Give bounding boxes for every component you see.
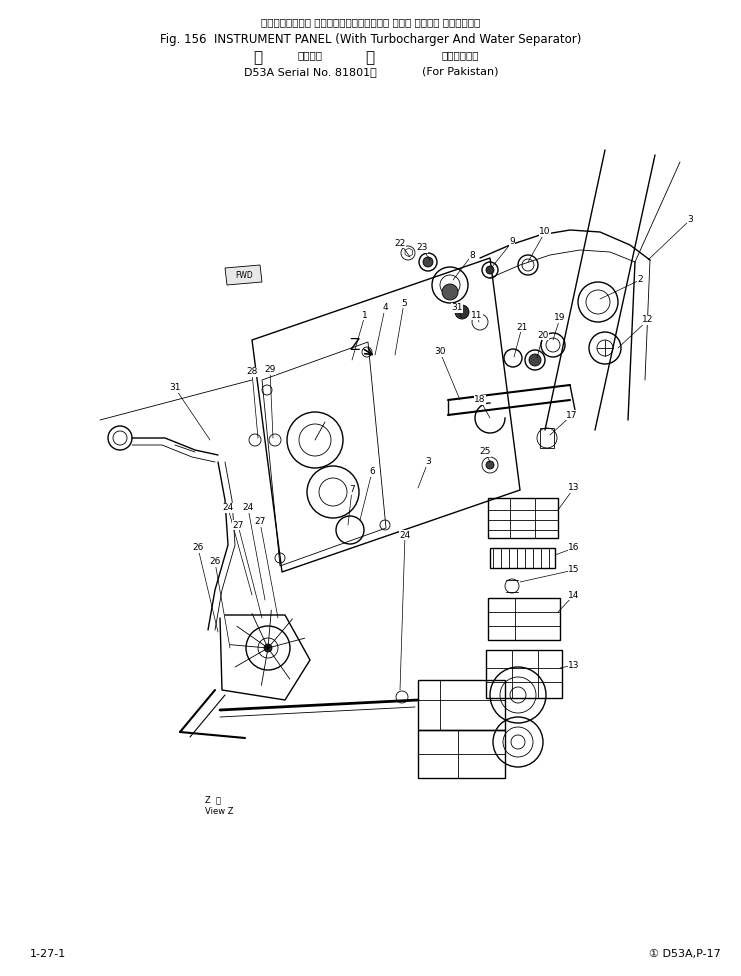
Circle shape bbox=[529, 354, 541, 366]
Text: 15: 15 bbox=[568, 565, 579, 575]
Text: 21: 21 bbox=[516, 322, 528, 332]
Text: 3: 3 bbox=[687, 216, 693, 224]
Text: 20: 20 bbox=[537, 331, 548, 340]
Text: 適用号機: 適用号機 bbox=[297, 50, 322, 60]
Text: 8: 8 bbox=[469, 251, 475, 260]
Text: 13: 13 bbox=[568, 483, 579, 493]
Text: 24: 24 bbox=[399, 531, 411, 540]
Text: 26: 26 bbox=[193, 544, 204, 552]
Circle shape bbox=[455, 305, 469, 319]
Text: パキスタン向: パキスタン向 bbox=[441, 50, 479, 60]
Circle shape bbox=[442, 284, 458, 300]
Text: 10: 10 bbox=[539, 227, 551, 236]
Text: 1-27-1: 1-27-1 bbox=[30, 949, 66, 959]
Bar bbox=[540, 428, 554, 448]
Text: D53A Serial No. 81801～: D53A Serial No. 81801～ bbox=[244, 67, 376, 77]
Text: Z: Z bbox=[350, 338, 360, 352]
Text: Z  矢: Z 矢 bbox=[205, 795, 221, 804]
Text: 29: 29 bbox=[265, 365, 276, 375]
Text: 16: 16 bbox=[568, 544, 579, 552]
Text: 11: 11 bbox=[471, 310, 482, 319]
Text: 27: 27 bbox=[233, 520, 244, 530]
Text: 19: 19 bbox=[554, 313, 565, 322]
Text: 25: 25 bbox=[479, 448, 491, 457]
Text: 24: 24 bbox=[222, 504, 233, 512]
Text: 26: 26 bbox=[209, 557, 221, 566]
Text: 1: 1 bbox=[362, 310, 368, 319]
Text: 23: 23 bbox=[416, 243, 428, 253]
Circle shape bbox=[423, 257, 433, 267]
Text: 22: 22 bbox=[394, 238, 405, 248]
Text: 3: 3 bbox=[425, 458, 431, 467]
Text: 28: 28 bbox=[246, 368, 258, 377]
Text: 30: 30 bbox=[434, 347, 446, 356]
Text: 2: 2 bbox=[637, 275, 642, 284]
Text: 12: 12 bbox=[642, 315, 654, 324]
Text: 27: 27 bbox=[254, 517, 266, 526]
Text: FWD: FWD bbox=[235, 270, 253, 279]
Text: （: （ bbox=[253, 51, 262, 65]
Circle shape bbox=[486, 461, 494, 469]
Polygon shape bbox=[225, 265, 262, 285]
Text: Fig. 156  INSTRUMENT PANEL (With Turbocharger And Water Separator): Fig. 156 INSTRUMENT PANEL (With Turbocha… bbox=[160, 33, 581, 47]
Circle shape bbox=[264, 644, 272, 652]
Text: 17: 17 bbox=[566, 411, 578, 420]
Text: 5: 5 bbox=[401, 299, 407, 307]
Text: 7: 7 bbox=[349, 485, 355, 495]
Text: ① D53A,P-17: ① D53A,P-17 bbox=[649, 949, 721, 959]
Text: 14: 14 bbox=[568, 590, 579, 599]
Text: 4: 4 bbox=[382, 304, 388, 312]
Text: 18: 18 bbox=[474, 395, 486, 404]
Text: 24: 24 bbox=[242, 504, 253, 512]
Text: インスツルメント パネル　ターボチャージャ および ウォータ セパレータ付: インスツルメント パネル ターボチャージャ および ウォータ セパレータ付 bbox=[261, 17, 480, 27]
Text: View Z: View Z bbox=[205, 807, 233, 817]
Text: (For Pakistan): (For Pakistan) bbox=[422, 67, 498, 77]
Text: ）: ） bbox=[365, 51, 374, 65]
Circle shape bbox=[486, 266, 494, 274]
Text: ⬡: ⬡ bbox=[403, 248, 413, 258]
Text: 31: 31 bbox=[169, 384, 181, 392]
Text: 31: 31 bbox=[451, 304, 462, 312]
Text: 6: 6 bbox=[369, 468, 375, 476]
Text: 13: 13 bbox=[568, 661, 579, 670]
Text: 9: 9 bbox=[509, 237, 515, 247]
